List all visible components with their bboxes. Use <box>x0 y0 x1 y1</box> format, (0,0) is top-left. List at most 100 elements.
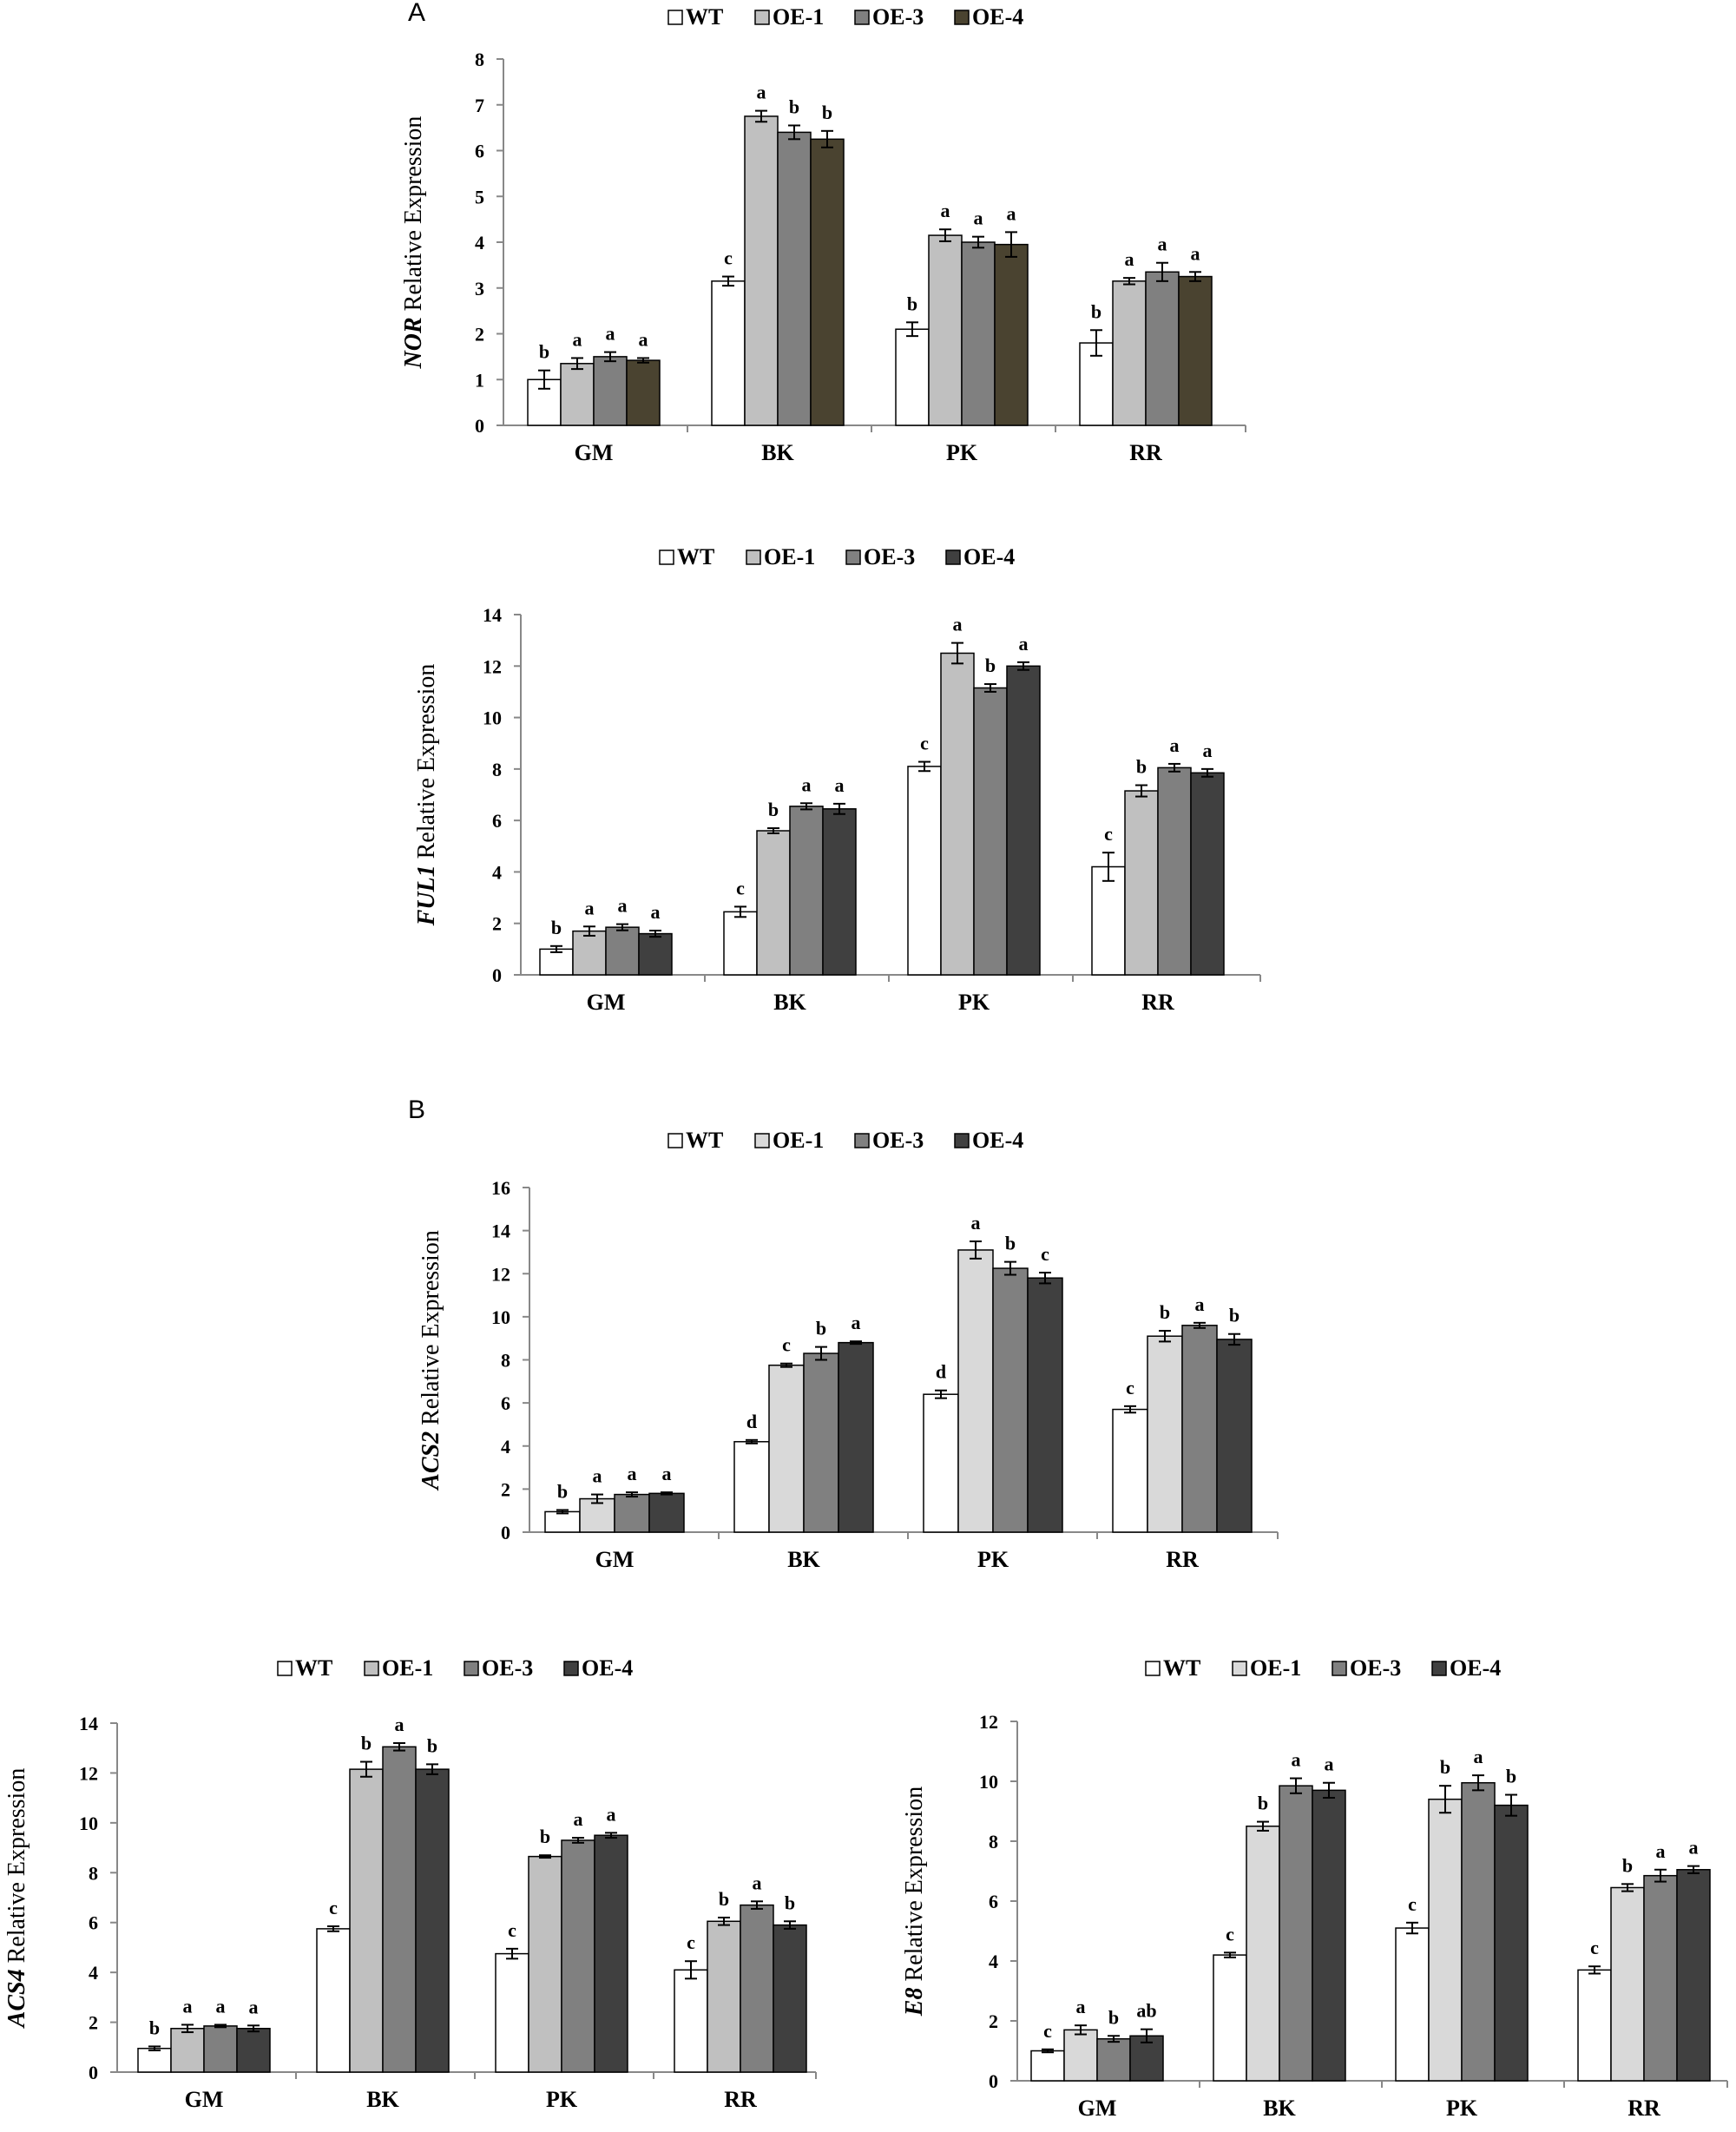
y-tick-label: 6 <box>89 1912 98 1934</box>
legend-label: OE-3 <box>872 4 924 30</box>
significance-letter: a <box>585 897 595 918</box>
bar-wt <box>907 766 942 976</box>
x-category-label: RR <box>724 2087 757 2112</box>
y-tick-label: 8 <box>89 1862 98 1884</box>
significance-letter: b <box>1258 1793 1268 1814</box>
significance-letter: a <box>974 207 983 229</box>
legend-label: OE-4 <box>972 4 1023 30</box>
significance-letter: b <box>907 293 917 314</box>
bar-oe-3 <box>803 1352 839 1533</box>
chart-e8: 0 2 4 6 8 10 12 E8 Relative Expression GM BK PK RR c… <box>901 1655 1728 2121</box>
x-category-label: GM <box>587 990 626 1015</box>
y-tick-label: 14 <box>79 1713 98 1734</box>
legend-label: OE-4 <box>963 544 1015 569</box>
significance-letter: d <box>936 1361 946 1383</box>
significance-letter: b <box>1622 1854 1633 1876</box>
significance-letter: a <box>1191 242 1200 264</box>
x-category-label: BK <box>787 1547 820 1572</box>
bar-oe-1 <box>528 1855 562 2073</box>
legend-label: OE-3 <box>864 544 915 569</box>
significance-letter: a <box>249 1996 259 2017</box>
legend-label: WT <box>677 544 714 569</box>
significance-letter: b <box>557 1480 568 1502</box>
legend-swatch-oe-3 <box>854 10 870 25</box>
y-axis-gene-name: ACS2 <box>418 1431 444 1491</box>
significance-letter: c <box>1590 1937 1599 1958</box>
bar-oe-3 <box>777 131 812 426</box>
y-tick-label: 10 <box>979 1771 998 1793</box>
bar-oe-3 <box>1096 2037 1131 2082</box>
bar-oe-1 <box>940 652 975 976</box>
significance-letter: a <box>757 82 766 103</box>
y-tick-label: 7 <box>475 95 484 116</box>
legend-swatch-wt <box>667 1133 683 1148</box>
significance-letter: a <box>651 901 661 923</box>
bar-oe-4 <box>994 243 1029 426</box>
bar-oe-1 <box>1610 1886 1645 2082</box>
bar-oe-3 <box>605 926 640 976</box>
significance-letter: b <box>1091 300 1101 322</box>
legend-swatch-oe-1 <box>754 1133 770 1148</box>
bar-oe-3 <box>992 1267 1029 1533</box>
significance-letter: a <box>835 774 845 796</box>
bar-oe-4 <box>1006 665 1041 976</box>
significance-letter: a <box>395 1714 404 1735</box>
bar-oe-4 <box>648 1492 685 1533</box>
y-tick-label: 12 <box>491 1263 510 1285</box>
bar-oe-3 <box>382 1746 417 2073</box>
significance-letter: b <box>551 917 562 938</box>
significance-letter: c <box>920 733 929 754</box>
x-category-label: RR <box>1141 990 1174 1015</box>
significance-letter: b <box>816 1318 826 1339</box>
bar-wt <box>316 1928 351 2073</box>
legend-label: OE-3 <box>482 1655 533 1681</box>
significance-letter: a <box>1007 202 1016 224</box>
y-tick-label: 12 <box>79 1762 98 1784</box>
significance-letter: b <box>539 341 549 363</box>
legend-label: OE-3 <box>872 1128 924 1153</box>
bar-oe-4 <box>594 1834 628 2073</box>
bar-oe-3 <box>561 1839 595 2073</box>
significance-letter: a <box>628 1463 637 1484</box>
legend-swatch-oe-3 <box>1332 1661 1347 1676</box>
chart-ful1: 0 2 4 6 8 10 12 14 FUL1 Relative Expression GM BK P… <box>413 544 1261 1015</box>
significance-letter: b <box>540 1826 550 1847</box>
bar-oe-4 <box>838 1341 874 1533</box>
chart-nor: 0 1 2 3 4 5 6 7 8 NOR Relative Expression GM BK PK RR… <box>400 4 1246 465</box>
x-category-label: RR <box>1166 1547 1199 1572</box>
bar-wt <box>544 1510 581 1533</box>
significance-letter: a <box>1195 1293 1205 1315</box>
y-tick-label: 4 <box>501 1436 510 1458</box>
bar-oe-1 <box>349 1768 384 2073</box>
bar-wt <box>1395 1927 1430 2082</box>
legend-label: WT <box>1163 1655 1200 1681</box>
x-category-label: GM <box>595 1547 635 1572</box>
bar-oe-1 <box>1112 280 1147 426</box>
x-category-label: BK <box>773 990 806 1015</box>
y-axis-label-suffix: Relative Expression <box>400 116 427 318</box>
significance-letter: c <box>736 877 745 898</box>
significance-letter: ab <box>1136 2000 1156 2022</box>
legend-label: OE-1 <box>773 1128 824 1153</box>
bar-wt <box>674 1969 708 2073</box>
y-tick-label: 10 <box>79 1813 98 1834</box>
y-tick-label: 0 <box>89 2062 98 2083</box>
bar-oe-3 <box>1157 767 1192 976</box>
y-tick-label: 2 <box>989 2010 998 2032</box>
y-axis-label: NOR Relative Expression <box>400 116 427 370</box>
significance-letter: a <box>639 328 648 350</box>
x-category-label: BK <box>761 440 794 465</box>
legend-label: OE-1 <box>382 1655 433 1681</box>
significance-letter: b <box>1108 2006 1119 2028</box>
bar-oe-1 <box>744 115 779 426</box>
y-tick-label: 8 <box>989 1831 998 1852</box>
bar-oe-4 <box>822 808 857 976</box>
significance-letter: a <box>971 1212 981 1234</box>
legend-swatch-oe-3 <box>464 1661 479 1676</box>
legend-swatch-oe-4 <box>1431 1661 1447 1676</box>
y-tick-label: 4 <box>475 232 484 253</box>
y-axis-gene-name: NOR <box>400 317 427 369</box>
x-category-label: BK <box>366 2087 399 2112</box>
bar-oe-4 <box>1216 1339 1253 1533</box>
x-category-label: PK <box>946 440 978 465</box>
